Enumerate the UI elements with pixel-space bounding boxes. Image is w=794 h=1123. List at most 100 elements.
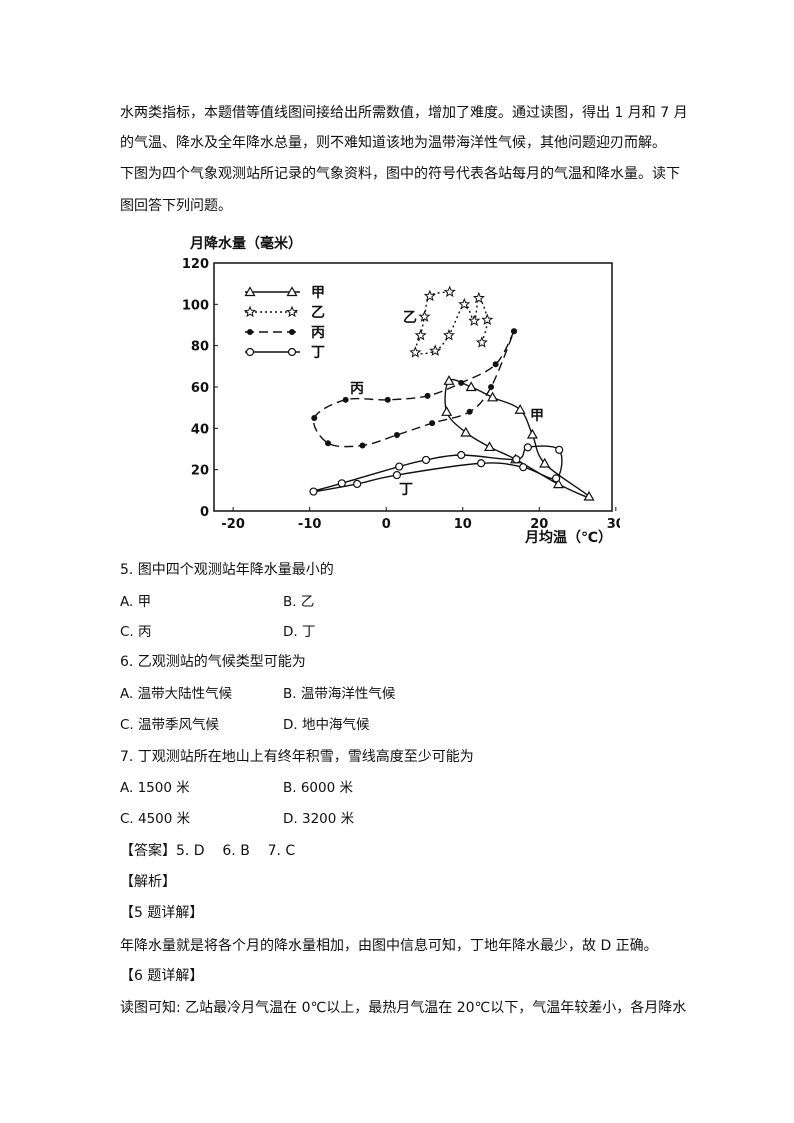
legend-label: 甲 [311, 285, 325, 301]
y-tick-label: 60 [191, 381, 209, 396]
q7-option-c: C. 4500 米 [120, 811, 191, 827]
x-axis-label: 月均温（℃） [524, 529, 612, 546]
star-marker [414, 328, 427, 341]
x-tick-label: -20 [221, 517, 245, 532]
series-3 [309, 443, 564, 496]
q5-option-a: A. 甲 [120, 594, 152, 610]
x-tick-label: 10 [454, 517, 472, 532]
circle-marker [555, 445, 564, 454]
triangle-marker [286, 286, 298, 297]
circle-marker [477, 459, 486, 468]
q6-option-a: A. 温带大陆性气候 [120, 686, 233, 702]
plot-frame [213, 262, 613, 512]
intro-line-3: 下图为四个气象观测站所记录的气象资料，图中的符号代表各站每月的气温和降水量。读下 [120, 166, 680, 182]
analysis-heading: 【解析】 [120, 874, 176, 890]
star-marker [458, 297, 471, 310]
q5-heading: 【5 题详解】 [120, 905, 204, 921]
q5-option-c: C. 丙 [120, 624, 152, 640]
legend-label: 丙 [311, 325, 325, 341]
circle-marker [519, 463, 528, 472]
q5-option-b: B. 乙 [283, 594, 315, 610]
triangle-marker [441, 406, 453, 416]
x-tick-label: 20 [530, 517, 548, 532]
q6-explanation: 读图可知: 乙站最冷月气温在 0℃以上，最热月气温在 20℃以下，气温年较差小，… [120, 1000, 687, 1016]
y-tick-label: 0 [200, 505, 209, 520]
q7-option-b: B. 6000 米 [283, 780, 353, 796]
series-0 [441, 375, 595, 501]
triangle-marker [526, 428, 538, 439]
dot-marker [511, 328, 518, 335]
dot-marker [488, 384, 495, 390]
triangle-marker [514, 404, 526, 414]
q5-explanation: 年降水量就是将各个月的降水量相加，由图中信息可知，丁地年降水最少，故 D 正确。 [120, 938, 658, 954]
triangle-marker [443, 375, 455, 385]
circle-marker [395, 462, 404, 471]
answer-line: 【答案】5. D 6. B 7. C [120, 843, 296, 859]
q6-option-b: B. 温带海洋性气候 [283, 686, 396, 702]
star-marker [481, 313, 494, 326]
y-tick-label: 20 [191, 464, 209, 479]
triangle-marker [460, 426, 472, 437]
star-marker [472, 291, 485, 304]
intro-line-4: 图回答下列问题。 [120, 198, 232, 214]
series-label-bing: 丙 [350, 381, 364, 397]
intro-line-2: 的气温、降水及全年降水总量，则不难知道该地为温带海洋性气候，其他问题迎刃而解。 [120, 135, 666, 151]
circle-marker [287, 347, 297, 357]
dot-marker [429, 420, 436, 427]
star-marker [243, 305, 257, 318]
dot-marker [311, 415, 318, 421]
series-2 [311, 328, 518, 449]
dot-marker [247, 329, 253, 335]
series-label-jia: 甲 [530, 408, 544, 424]
circle-marker [523, 443, 532, 452]
dot-marker [325, 440, 332, 447]
triangle-marker [583, 490, 595, 501]
q6-option-c: C. 温带季风气候 [120, 717, 220, 733]
climate-chart: 月降水量（毫米） 月均温（℃） -20 -10 0 10 20 30 0 20 40 60 80 10… [182, 235, 620, 546]
series-1 [409, 285, 494, 358]
circle-marker [353, 479, 362, 489]
star-marker [443, 285, 456, 298]
dot-marker [289, 329, 295, 335]
dot-marker [466, 408, 473, 415]
dot-marker [342, 396, 349, 403]
star-marker [423, 289, 436, 302]
y-tick-label: 120 [182, 257, 209, 272]
x-tick-label: 0 [382, 517, 391, 532]
q7-option-a: A. 1500 米 [120, 780, 190, 796]
circle-marker [337, 479, 346, 488]
circle-marker [245, 347, 255, 357]
series-label-ding: 丁 [399, 482, 413, 498]
q6-heading: 【6 题详解】 [120, 968, 204, 984]
circle-marker [309, 487, 318, 496]
q6-option-d: D. 地中海气候 [283, 717, 370, 733]
y-tick-label: 80 [191, 340, 209, 355]
series-line [312, 330, 515, 448]
star-marker [409, 346, 422, 358]
star-marker [442, 328, 455, 341]
triangle-marker [244, 286, 256, 297]
q5-option-d: D. 丁 [283, 624, 316, 640]
dot-marker [424, 392, 431, 399]
question-5-stem: 5. 图中四个观测站年降水量最小的 [120, 562, 334, 578]
series-line [312, 445, 563, 493]
triangle-marker [465, 381, 477, 392]
circle-marker [552, 474, 561, 483]
x-tick-label: 30 [607, 517, 620, 532]
dot-marker [492, 361, 499, 368]
circle-marker [421, 455, 431, 465]
y-tick-label: 100 [182, 298, 209, 313]
star-marker [418, 310, 431, 322]
legend-label: 乙 [311, 305, 325, 321]
q7-option-d: D. 3200 米 [283, 811, 355, 827]
intro-line-1: 水两类指标，本题借等值线图间接给出所需数值，增加了难度。通过读图，得出 1 月和… [120, 105, 688, 121]
star-marker [429, 344, 442, 357]
question-6-stem: 6. 乙观测站的气候类型可能为 [120, 654, 306, 670]
x-tick-label: -10 [298, 517, 322, 532]
dot-marker [458, 379, 465, 386]
y-tick-label: 40 [191, 422, 209, 437]
legend-label: 丁 [311, 345, 325, 361]
star-marker [285, 305, 299, 318]
question-7-stem: 7. 丁观测站所在地山上有终年积雪，雪线高度至少可能为 [120, 749, 474, 765]
circle-marker [512, 455, 521, 464]
